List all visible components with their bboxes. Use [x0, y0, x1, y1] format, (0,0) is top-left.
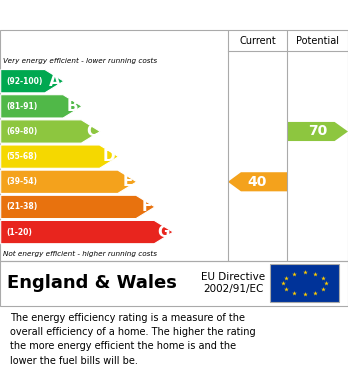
Polygon shape: [287, 122, 348, 141]
Text: Current: Current: [239, 36, 276, 46]
Text: A: A: [49, 74, 61, 89]
Text: 70: 70: [308, 124, 327, 138]
Text: Very energy efficient - lower running costs: Very energy efficient - lower running co…: [3, 57, 158, 64]
Text: (39-54): (39-54): [6, 177, 37, 186]
Text: (81-91): (81-91): [6, 102, 38, 111]
Text: EU Directive
2002/91/EC: EU Directive 2002/91/EC: [201, 273, 265, 294]
Text: F: F: [141, 199, 152, 214]
Text: Energy Efficiency Rating: Energy Efficiency Rating: [7, 7, 217, 23]
Text: D: D: [103, 149, 115, 164]
Polygon shape: [228, 172, 287, 191]
Text: (55-68): (55-68): [6, 152, 37, 161]
Polygon shape: [1, 95, 82, 118]
Text: England & Wales: England & Wales: [7, 274, 177, 292]
Polygon shape: [1, 120, 100, 143]
Text: (69-80): (69-80): [6, 127, 38, 136]
Text: 40: 40: [248, 175, 267, 189]
Polygon shape: [1, 145, 119, 168]
Text: Not energy efficient - higher running costs: Not energy efficient - higher running co…: [3, 251, 158, 257]
Polygon shape: [1, 170, 137, 194]
Text: B: B: [67, 99, 79, 114]
Text: The energy efficiency rating is a measure of the
overall efficiency of a home. T: The energy efficiency rating is a measur…: [10, 312, 256, 366]
Text: C: C: [86, 124, 97, 139]
Text: G: G: [157, 224, 170, 240]
Polygon shape: [1, 195, 155, 219]
Text: Potential: Potential: [296, 36, 339, 46]
Text: (1-20): (1-20): [6, 228, 32, 237]
Text: (92-100): (92-100): [6, 77, 43, 86]
Bar: [270, 264, 339, 302]
Polygon shape: [1, 221, 173, 244]
Text: (21-38): (21-38): [6, 203, 38, 212]
Polygon shape: [1, 70, 64, 93]
Text: E: E: [123, 174, 133, 189]
